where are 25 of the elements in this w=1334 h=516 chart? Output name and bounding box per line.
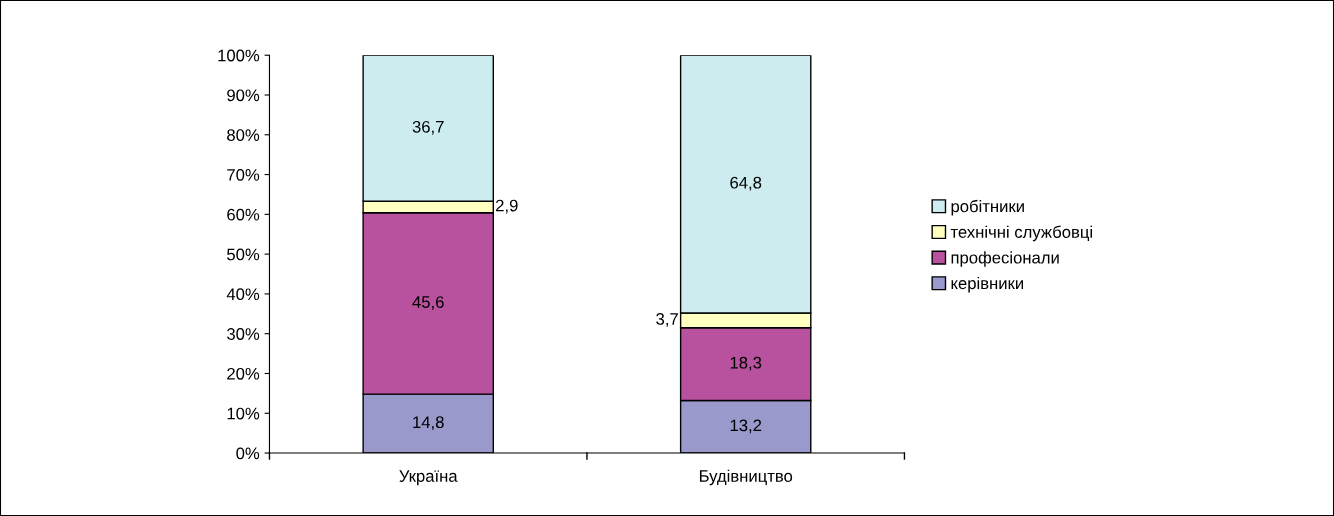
- y-tick-label: 50%: [227, 248, 260, 261]
- data-label: 18,3: [730, 356, 762, 371]
- data-label: 45,6: [412, 296, 444, 310]
- y-tick-label: 100%: [218, 49, 260, 62]
- data-label: 3,7: [656, 313, 678, 327]
- data-label: 13,2: [730, 419, 762, 434]
- y-tick-label: 60%: [227, 208, 260, 221]
- data-label: 2,9: [496, 199, 518, 214]
- y-tick-label: 90%: [227, 89, 260, 102]
- y-tick-label: 40%: [226, 288, 260, 301]
- data-label: 64,8: [730, 176, 762, 191]
- x-tick-label: Україна: [399, 470, 458, 486]
- data-label: 14,8: [413, 416, 444, 431]
- y-tick-label: 10%: [227, 407, 260, 420]
- y-tick-label: 70%: [227, 168, 260, 181]
- y-tick-label: 20%: [227, 367, 260, 380]
- legend-label: професіонали: [951, 251, 1059, 267]
- y-tick-label: 80%: [227, 129, 260, 141]
- x-tick-label: Будівництво: [699, 469, 793, 486]
- y-tick-label: 30%: [227, 328, 260, 340]
- legend-label: технічні службовці: [950, 225, 1092, 242]
- legend-label: робітники: [951, 199, 1024, 216]
- data-label: 36,7: [412, 120, 444, 135]
- y-tick-label: 0%: [236, 447, 260, 460]
- legend-label: керівники: [951, 276, 1024, 293]
